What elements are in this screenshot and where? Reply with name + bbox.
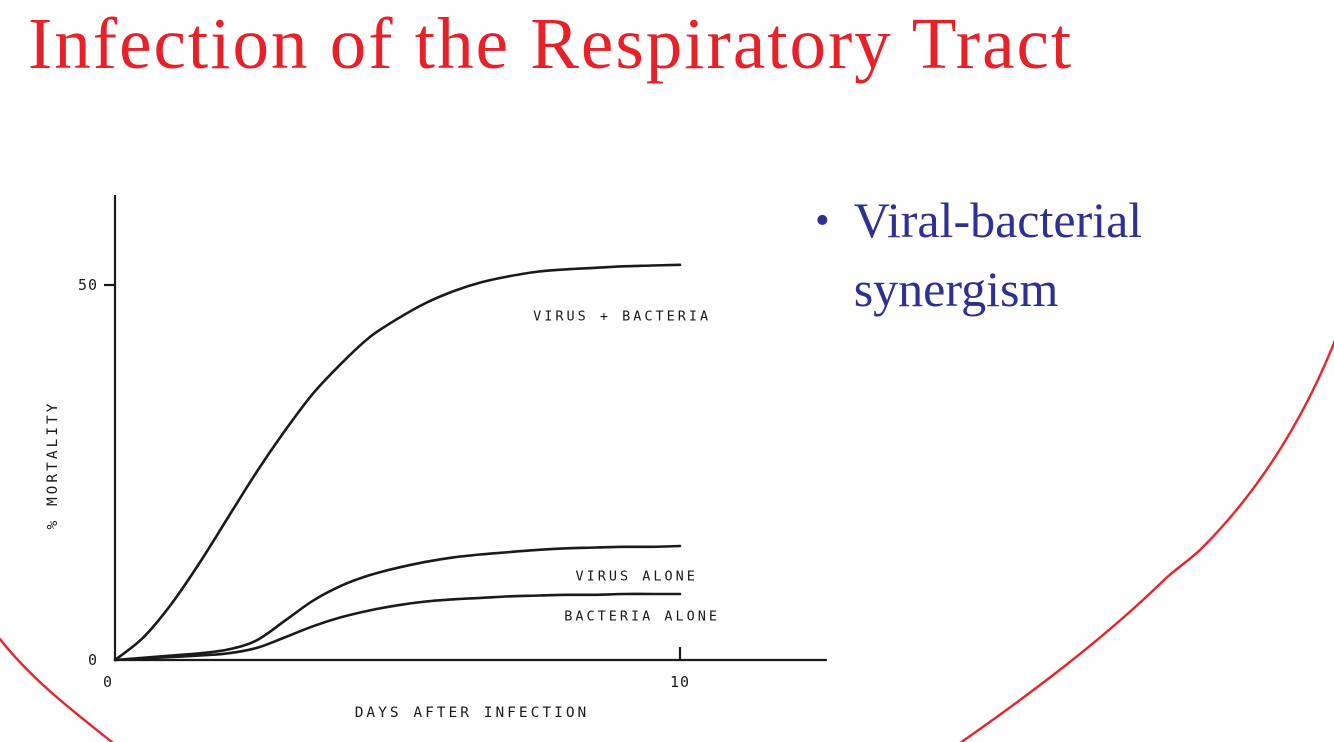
series-virus-alone <box>113 544 682 662</box>
x-tick-label: 10 <box>670 673 690 691</box>
series-label: VIRUS ALONE <box>576 569 698 585</box>
series-bacteria-alone <box>113 592 682 662</box>
series-virus-bacteria <box>113 263 682 662</box>
bullet-text: Viral-bacterial synergism <box>853 192 1143 317</box>
bullet-item: • Viral-bacterial synergism <box>815 186 1295 324</box>
bullet-icon: • <box>815 198 830 244</box>
y-axis-label: % MORTALITY <box>45 400 61 529</box>
x-axis-label: DAYS AFTER INFECTION <box>355 705 590 721</box>
red-curve-right <box>959 339 1334 742</box>
y-tick-label: 50 <box>78 276 98 294</box>
x-tick-label: 0 <box>103 673 113 691</box>
y-tick-label: 0 <box>88 651 98 669</box>
slide-title: Infection of the Respiratory Tract <box>28 3 1074 84</box>
mortality-chart: 0 50 0 10 DAYS AFTER INFECTION % MORTALITY VIR… <box>45 195 827 721</box>
series-label: VIRUS + BACTERIA <box>533 308 711 324</box>
series-label: BACTERIA ALONE <box>564 608 720 624</box>
